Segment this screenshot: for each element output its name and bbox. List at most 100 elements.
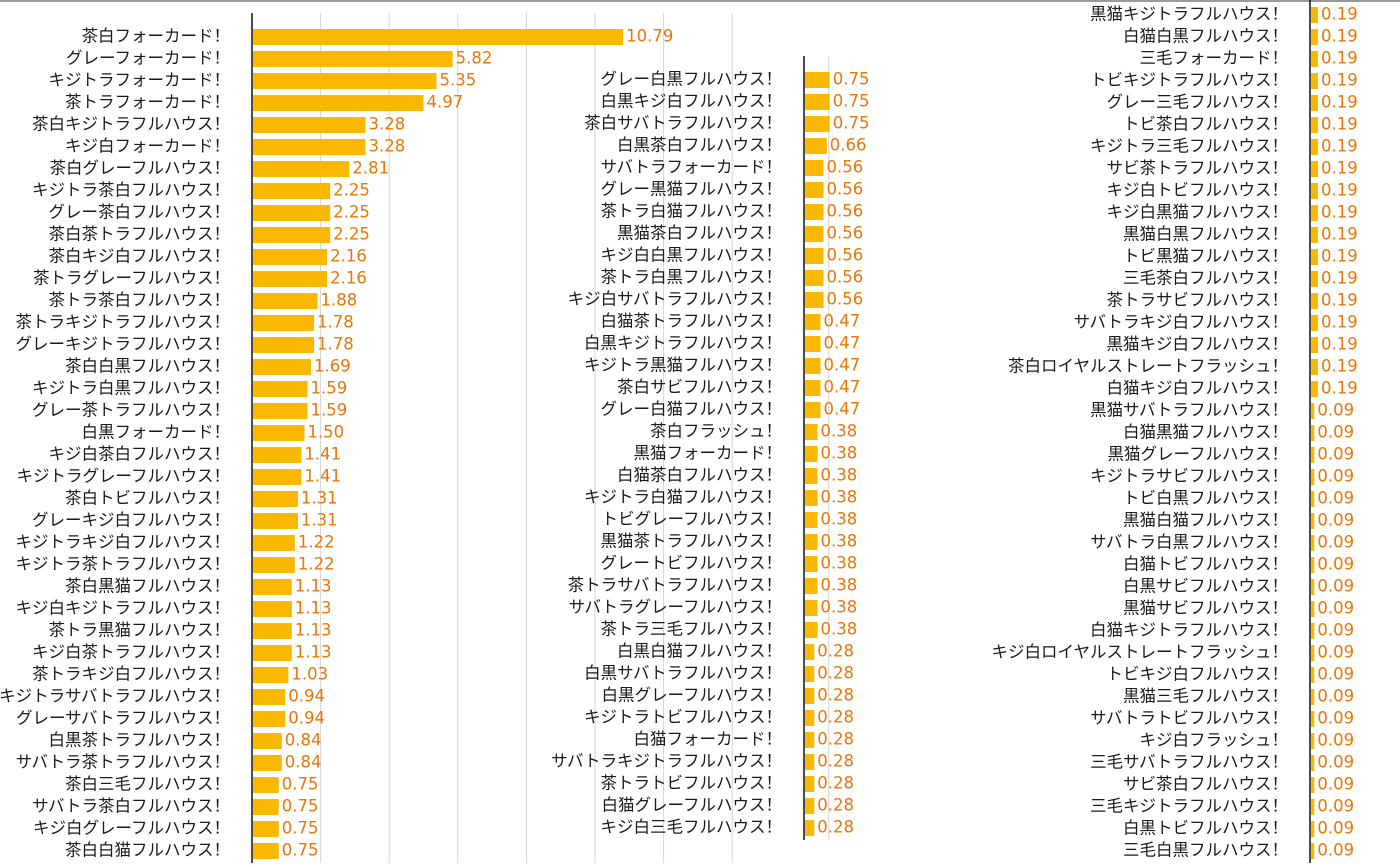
data-label: 1.13 (295, 577, 332, 596)
data-label: 0.47 (824, 312, 861, 331)
bar (1311, 117, 1319, 133)
data-label: 5.82 (456, 49, 493, 68)
bar (253, 271, 328, 287)
data-label: 0.28 (817, 730, 854, 749)
data-label: 0.56 (826, 246, 863, 265)
data-label: 0.19 (1321, 313, 1358, 332)
bar (1311, 381, 1319, 397)
data-label: 0.09 (1317, 445, 1354, 464)
data-label: 1.69 (314, 357, 351, 376)
data-label: 0.38 (821, 444, 858, 463)
category-label: 茶トラ白黒フルハウス！ (601, 268, 783, 287)
category-label: 三毛茶白フルハウス！ (1123, 269, 1288, 288)
data-label: 1.41 (304, 445, 341, 464)
category-label: 茶トラフォーカード！ (65, 93, 230, 112)
data-label: 0.09 (1317, 775, 1354, 794)
data-label: 0.19 (1321, 335, 1358, 354)
bar (253, 359, 311, 375)
data-label: 0.28 (817, 752, 854, 771)
data-label: 0.28 (817, 708, 854, 727)
category-label: グレー白猫フルハウス！ (601, 400, 783, 419)
data-label: 0.38 (821, 488, 858, 507)
bar (805, 402, 821, 418)
bar (253, 799, 279, 815)
data-label: 0.09 (1317, 621, 1354, 640)
data-label: 0.19 (1321, 27, 1358, 46)
bar (1311, 513, 1315, 529)
bar (805, 204, 824, 220)
data-label: 0.84 (285, 731, 322, 750)
category-label: 白黒茶トラフルハウス！ (49, 731, 231, 750)
bar (805, 138, 827, 154)
bar (1311, 777, 1315, 793)
data-label: 0.56 (826, 268, 863, 287)
bar (1311, 7, 1319, 23)
bar (1311, 249, 1319, 265)
bar (253, 469, 302, 485)
bar (253, 535, 295, 551)
data-label: 1.13 (295, 599, 332, 618)
category-label: 茶白フォーカード！ (82, 27, 231, 46)
bar (805, 688, 815, 704)
bar (805, 468, 818, 484)
bar (805, 644, 815, 660)
data-label: 10.79 (626, 27, 673, 46)
data-label: 0.94 (288, 709, 325, 728)
data-label: 0.19 (1321, 181, 1358, 200)
data-label: 0.28 (817, 818, 854, 837)
data-label: 0.09 (1317, 599, 1354, 618)
data-label: 1.22 (298, 533, 335, 552)
category-label: 白黒サビフルハウス！ (1123, 577, 1288, 596)
category-label: 白猫フォーカード！ (634, 730, 783, 749)
bar (253, 73, 437, 89)
bar (1311, 535, 1315, 551)
category-label: キジ白サバトラフルハウス！ (568, 290, 782, 309)
category-label: 黒猫サビフルハウス！ (1123, 599, 1288, 618)
bar (1311, 711, 1315, 727)
data-label: 0.38 (821, 466, 858, 485)
bar (253, 447, 302, 463)
data-label: 0.09 (1317, 709, 1354, 728)
bar (253, 29, 624, 45)
category-label: 茶トラサバトラフルハウス！ (568, 576, 782, 595)
data-label: 0.09 (1317, 511, 1354, 530)
bar (253, 51, 453, 67)
category-label: 白猫白黒フルハウス！ (1123, 27, 1288, 46)
bar (253, 777, 279, 793)
bar (1311, 491, 1315, 507)
data-label: 0.09 (1317, 665, 1354, 684)
bar (1311, 29, 1319, 45)
data-label: 0.19 (1321, 49, 1358, 68)
category-label: グレートビフルハウス！ (601, 554, 783, 573)
category-label: キジトラグレーフルハウス！ (16, 467, 230, 486)
category-label: 茶白キジトラフルハウス！ (32, 115, 230, 134)
data-label: 1.41 (304, 467, 341, 486)
bar-chart-left: 茶白フォーカード！ 10.79 グレーフォーカード！ 5.82 キジトラフォーカード！ 5… (0, 13, 733, 863)
bar (805, 248, 824, 264)
bar (253, 755, 282, 771)
category-label: サバトラグレーフルハウス！ (569, 598, 782, 617)
bar (1311, 139, 1319, 155)
bar (805, 270, 824, 286)
data-label: 1.78 (317, 313, 354, 332)
category-label: 白猫キジトラフルハウス！ (1090, 621, 1288, 640)
category-label: 白猫茶白フルハウス！ (617, 466, 782, 485)
bar (253, 337, 315, 353)
category-label: キジ白フォーカード！ (65, 137, 230, 156)
bar (253, 95, 424, 111)
bar (253, 139, 366, 155)
data-label: 0.75 (282, 797, 319, 816)
bar (805, 424, 818, 440)
bar (1311, 469, 1315, 485)
data-label: 0.19 (1321, 291, 1358, 310)
category-label: 白猫トビフルハウス！ (1123, 555, 1288, 574)
category-label: トビグレーフルハウス！ (601, 510, 782, 529)
category-label: キジ白トビフルハウス！ (1107, 181, 1289, 200)
data-label: 0.09 (1317, 555, 1354, 574)
category-label: 茶白トビフルハウス！ (65, 489, 230, 508)
bar (1311, 227, 1319, 243)
category-label: 茶白茶トラフルハウス！ (49, 225, 231, 244)
data-label: 0.19 (1321, 93, 1358, 112)
data-label: 1.78 (317, 335, 354, 354)
bar (253, 381, 308, 397)
